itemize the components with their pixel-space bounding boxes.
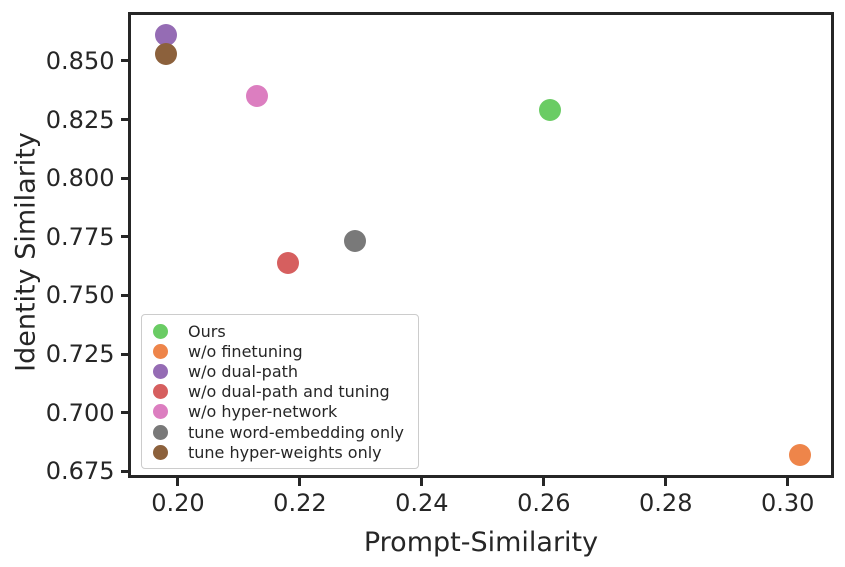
x-tick-mark — [664, 476, 668, 486]
legend-marker-icon — [153, 404, 168, 420]
legend-label: w/o dual-path — [188, 361, 299, 381]
legend-marker-icon — [153, 343, 168, 359]
y-tick-label: 0.825 — [45, 105, 115, 134]
x-tick-label: 0.20 — [151, 489, 205, 517]
x-tick-label: 0.28 — [639, 489, 693, 517]
x-axis-label: Prompt-Similarity — [363, 527, 599, 558]
plot-area — [131, 15, 831, 475]
x-tick-label: 0.22 — [273, 489, 327, 517]
y-tick-label: 0.775 — [45, 222, 115, 251]
y-tick-mark — [120, 293, 130, 297]
legend-item: w/o dual-path — [153, 361, 404, 381]
scatter-point-w-o-dual-path — [154, 24, 177, 47]
x-tick-mark — [420, 476, 424, 486]
legend-item: Ours — [153, 321, 404, 341]
legend-marker-icon — [153, 424, 168, 440]
legend-item: w/o finetuning — [153, 341, 404, 361]
legend-marker-icon — [153, 444, 168, 460]
legend-item: tune word-embedding only — [153, 422, 404, 442]
scatter-point-tune-word-embedding-only — [343, 230, 366, 253]
x-tick-label: 0.30 — [760, 489, 815, 517]
legend-label: w/o hyper-network — [188, 402, 338, 422]
y-tick-label: 0.700 — [45, 398, 115, 427]
y-tick-mark — [120, 118, 130, 122]
y-axis-label: Identity Similarity — [10, 132, 42, 372]
x-tick-label: 0.24 — [395, 489, 449, 517]
y-tick-label: 0.750 — [45, 281, 115, 310]
y-tick-mark — [120, 411, 130, 415]
x-tick-mark — [786, 476, 790, 486]
scatter-point-tune-hyper-weights-only — [154, 42, 177, 65]
y-tick-mark — [120, 235, 130, 239]
legend-marker-icon — [153, 363, 168, 379]
x-tick-mark — [298, 476, 302, 486]
y-tick-label: 0.800 — [45, 164, 115, 193]
legend-item: w/o hyper-network — [153, 402, 404, 422]
scatter-point-w-o-hyper-network — [246, 85, 269, 108]
y-tick-label: 0.725 — [45, 340, 115, 369]
x-tick-mark — [542, 476, 546, 486]
legend-label: tune hyper-weights only — [188, 442, 382, 462]
x-tick-mark — [176, 476, 180, 486]
legend-item: w/o dual-path and tuning — [153, 382, 404, 402]
y-tick-mark — [120, 352, 130, 356]
y-tick-mark — [120, 469, 130, 473]
legend-label: w/o dual-path and tuning — [188, 382, 390, 402]
scatter-point-w-o-finetuning — [788, 443, 811, 466]
legend-marker-icon — [153, 323, 168, 339]
legend: Ours w/o finetuning w/o dual-path w/o dual-… — [141, 314, 419, 470]
y-tick-label: 0.850 — [45, 46, 115, 75]
scatter-point-ours — [538, 99, 561, 122]
scatter-point-w-o-dual-path-and-tuning — [276, 251, 299, 274]
x-tick-label: 0.26 — [517, 489, 571, 517]
y-tick-label: 0.675 — [45, 457, 115, 486]
legend-item: tune hyper-weights only — [153, 442, 404, 462]
y-tick-mark — [120, 59, 130, 63]
legend-label: Ours — [188, 321, 226, 341]
legend-marker-icon — [153, 384, 168, 400]
y-tick-mark — [120, 176, 130, 180]
legend-label: tune word-embedding only — [188, 422, 404, 442]
legend-label: w/o finetuning — [188, 341, 303, 361]
